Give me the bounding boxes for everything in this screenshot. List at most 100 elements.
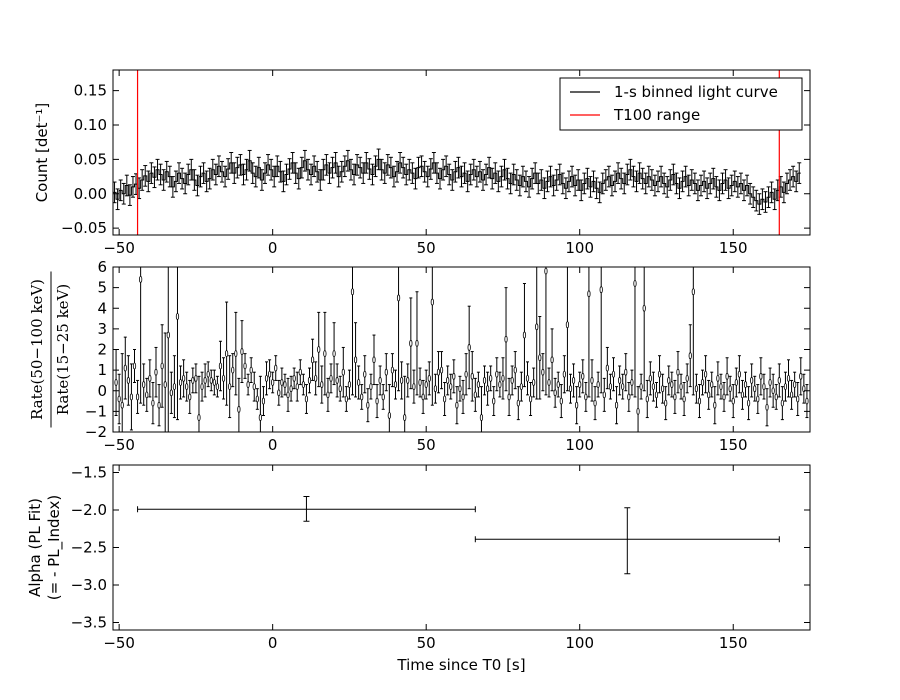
hr-point — [218, 362, 223, 370]
hr-point — [783, 383, 788, 391]
hr-point — [786, 374, 791, 382]
legend-label: 1-s binned light curve — [614, 83, 778, 101]
hr-point — [710, 381, 714, 388]
hr-point — [329, 374, 333, 382]
hr-point — [464, 370, 468, 378]
hr-point — [307, 377, 312, 384]
x-tick-label: 50 — [417, 436, 436, 454]
hr-point — [507, 393, 511, 401]
hr-point — [200, 383, 204, 391]
hr-point — [639, 383, 643, 391]
hr-point — [728, 385, 732, 393]
hr-point — [246, 381, 250, 388]
y-tick-label: 0.15 — [74, 82, 107, 100]
hr-point — [467, 344, 471, 351]
hr-point — [504, 335, 508, 343]
hr-point — [409, 339, 413, 347]
hr-point — [528, 395, 533, 403]
hr-point — [482, 377, 487, 384]
hr-point — [516, 399, 520, 407]
hr-point — [249, 366, 253, 374]
hr-point — [661, 385, 665, 393]
hr-point — [295, 383, 299, 391]
legend-box — [559, 77, 803, 131]
hr-point — [148, 374, 152, 382]
hr-point — [132, 362, 137, 370]
hr-point — [433, 385, 438, 393]
legend-label: T100 range — [613, 106, 700, 124]
hr-point — [568, 385, 573, 393]
alpha-panel: −50 0 50 100 150 −3.5 −3.0 −2.5 −2.0 −1.5 Alpha (P… — [26, 464, 811, 674]
hr-point — [292, 374, 296, 382]
hr-point — [479, 414, 484, 421]
y-axis-label: Count [det⁻¹] — [33, 103, 51, 203]
hr-point — [608, 383, 613, 391]
hr-point — [802, 385, 806, 393]
hr-point — [599, 286, 603, 294]
hr-point — [375, 397, 379, 405]
hr-point — [225, 350, 229, 358]
plot-frame — [112, 69, 811, 236]
hr-point — [753, 385, 757, 393]
hr-point — [743, 381, 748, 388]
hr-point — [679, 383, 683, 391]
x-tick-label: 100 — [565, 239, 594, 257]
light-curve-panel: −50 0 50 100 150 −0.05 0.00 0.05 0.10 0.15 Count [… — [33, 69, 811, 257]
hr-point — [461, 393, 465, 401]
hr-point — [553, 389, 557, 397]
hr-point — [175, 313, 180, 320]
plot-frame — [112, 464, 811, 631]
x-axis-label: Time since T0 [s] — [396, 656, 525, 674]
hr-point — [126, 377, 130, 384]
x-tick-label: 0 — [268, 436, 278, 454]
hr-point — [424, 381, 428, 388]
hr-point — [350, 288, 355, 296]
hr-point — [129, 393, 134, 401]
hr-point — [323, 350, 327, 358]
hr-point — [676, 368, 680, 376]
hr-point — [556, 381, 560, 388]
hr-point — [605, 364, 609, 372]
hr-point — [627, 393, 631, 401]
hr-point — [430, 298, 434, 306]
hr-point — [541, 368, 545, 376]
hr-point — [206, 370, 210, 378]
hr-point — [203, 377, 207, 384]
x-tick-label: 100 — [565, 634, 594, 652]
hr-point — [799, 372, 803, 380]
x-tick-label: 0 — [268, 239, 278, 257]
hr-point — [618, 377, 622, 384]
hr-point — [780, 399, 784, 407]
hr-point — [611, 370, 616, 378]
y-tick-label: 0.10 — [74, 116, 107, 134]
hr-point — [231, 366, 235, 374]
hr-point — [740, 391, 745, 399]
hr-point — [261, 397, 266, 405]
hr-point — [648, 374, 652, 382]
hr-point — [645, 395, 649, 403]
hr-point — [421, 393, 425, 401]
hr-point — [378, 377, 382, 384]
hr-point — [691, 288, 695, 296]
hr-point — [135, 393, 140, 401]
hr-point — [565, 321, 570, 329]
hr-point — [304, 395, 309, 403]
hr-point — [443, 395, 447, 403]
hr-point — [446, 377, 450, 384]
hr-point — [562, 370, 566, 378]
hr-point — [762, 383, 766, 391]
hr-point — [406, 377, 410, 384]
hr-point — [169, 389, 173, 397]
x-tick-label: 50 — [417, 239, 436, 257]
hr-point — [172, 383, 177, 391]
hr-point — [139, 275, 143, 283]
hr-point — [713, 401, 717, 409]
hr-point — [317, 346, 321, 353]
hr-point — [267, 370, 272, 378]
plot-area — [113, 70, 802, 235]
hr-point — [212, 379, 216, 386]
y-tick-label: 0.00 — [74, 185, 107, 203]
hr-point — [234, 350, 238, 358]
hr-point — [559, 397, 563, 405]
hr-point — [277, 389, 281, 397]
